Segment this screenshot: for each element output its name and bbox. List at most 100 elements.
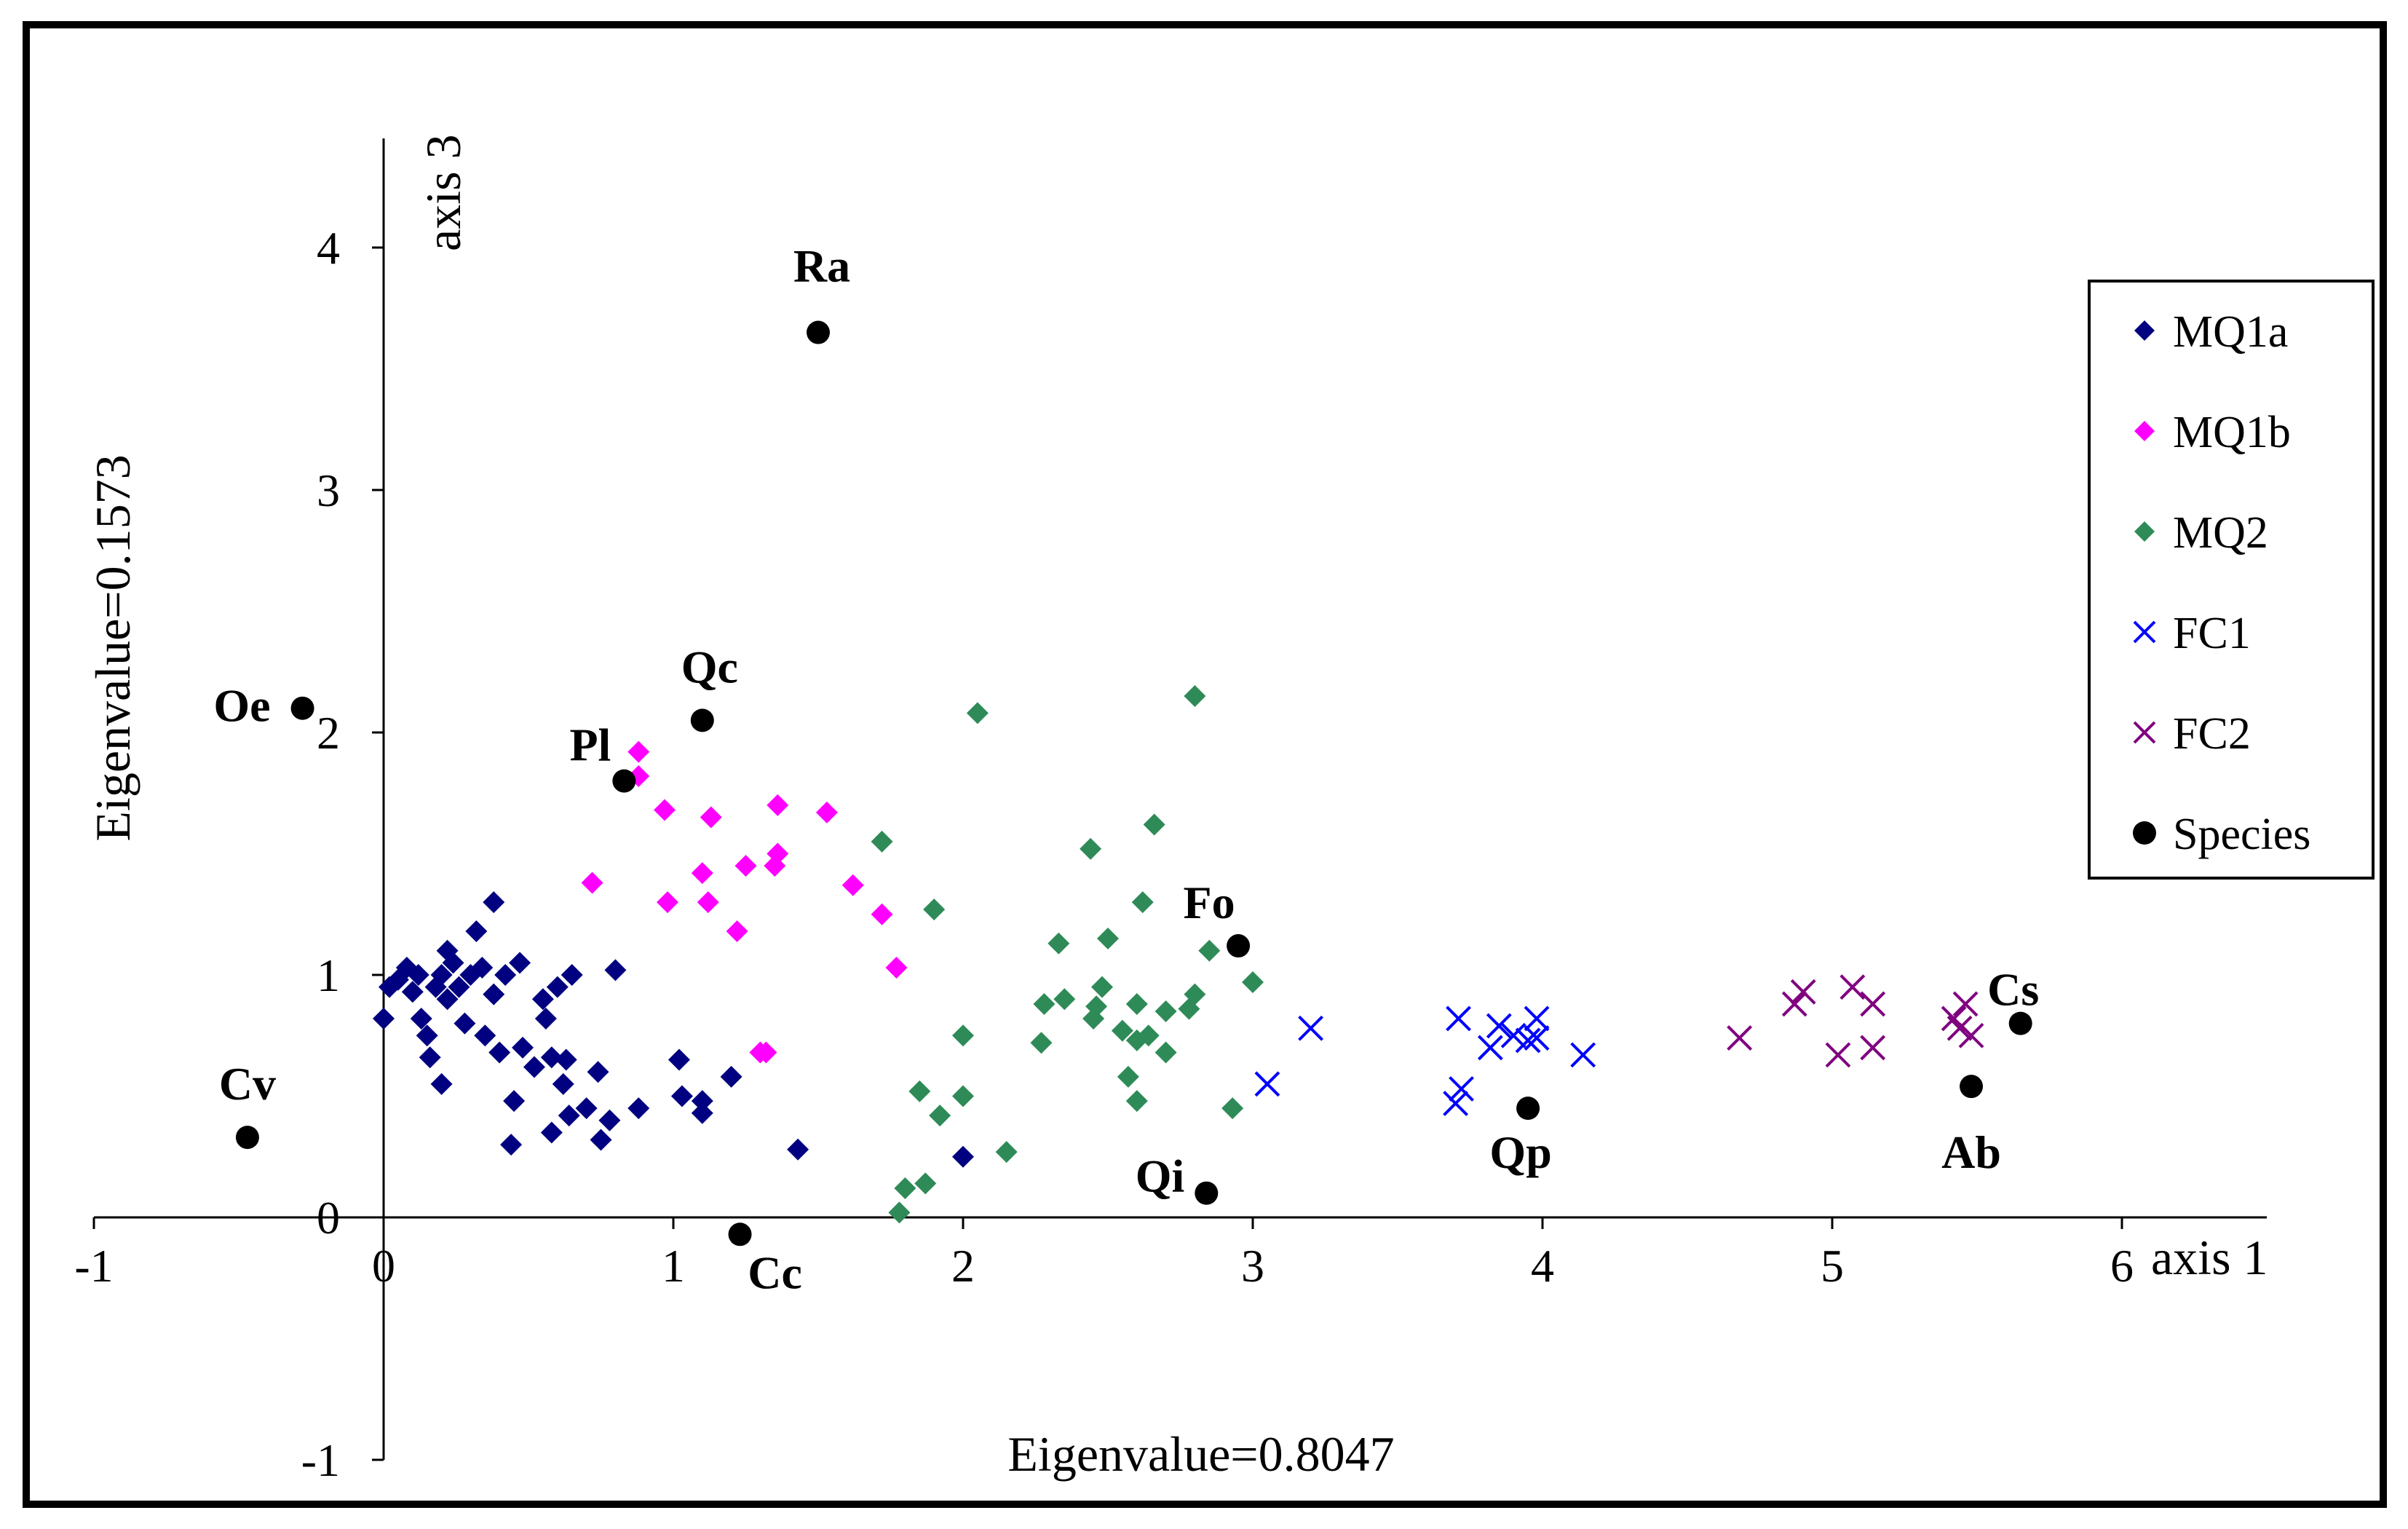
legend-entry-fc2: FC2 bbox=[2133, 709, 2251, 759]
data-point bbox=[657, 891, 679, 914]
data-point bbox=[465, 920, 488, 943]
data-point bbox=[471, 957, 494, 979]
species-point bbox=[235, 1126, 259, 1150]
data-point bbox=[923, 898, 946, 921]
data-point bbox=[1958, 1022, 1984, 1048]
legend-label: MQ1a bbox=[2173, 307, 2288, 357]
legend-entry-mq1a: MQ1a bbox=[2134, 307, 2288, 357]
data-point bbox=[691, 1102, 713, 1124]
species-point bbox=[728, 1222, 752, 1246]
species-label: Cv bbox=[219, 1058, 276, 1110]
data-point bbox=[1143, 813, 1165, 836]
data-point bbox=[914, 1172, 937, 1195]
data-point bbox=[430, 964, 453, 986]
species-point bbox=[1960, 1075, 1984, 1099]
data-point bbox=[871, 903, 893, 925]
axis1-title: axis 1 bbox=[2151, 1230, 2268, 1285]
data-point bbox=[1047, 932, 1070, 955]
x-tick-label: 6 bbox=[2110, 1240, 2134, 1292]
data-point bbox=[483, 983, 505, 1005]
data-point bbox=[1097, 928, 1119, 950]
legend-marker bbox=[2134, 521, 2155, 542]
data-point bbox=[1443, 1091, 1469, 1116]
data-point bbox=[888, 1201, 911, 1224]
y-eigenvalue-label: Eigenvalue=0.1573 bbox=[85, 454, 140, 841]
axis3-title: axis 3 bbox=[416, 134, 471, 251]
legend-marker bbox=[2134, 421, 2155, 441]
data-point bbox=[1137, 1024, 1160, 1047]
data-point bbox=[1080, 837, 1102, 860]
y-tick-label: 4 bbox=[317, 222, 340, 274]
data-point bbox=[401, 981, 424, 1003]
data-point bbox=[590, 1129, 612, 1151]
data-point bbox=[598, 1109, 621, 1131]
legend-marker bbox=[2133, 721, 2156, 744]
species-label: Oe bbox=[213, 680, 270, 732]
legend-label: FC2 bbox=[2173, 709, 2251, 759]
data-point bbox=[1946, 1015, 1973, 1041]
species-point bbox=[290, 696, 314, 720]
data-point bbox=[627, 1097, 650, 1120]
data-point bbox=[561, 964, 583, 986]
data-point bbox=[581, 872, 603, 894]
data-point bbox=[966, 702, 989, 724]
data-point bbox=[691, 1090, 713, 1113]
data-point bbox=[1477, 1035, 1503, 1061]
data-point bbox=[1111, 1019, 1133, 1042]
data-point bbox=[1486, 1013, 1512, 1039]
data-point bbox=[474, 1024, 496, 1047]
data-point bbox=[952, 1085, 974, 1107]
data-point bbox=[407, 964, 429, 986]
data-point bbox=[509, 952, 531, 974]
data-point bbox=[700, 806, 722, 829]
data-point bbox=[1298, 1015, 1324, 1041]
data-point bbox=[1449, 1076, 1474, 1102]
species-label: Qp bbox=[1489, 1126, 1551, 1178]
data-point bbox=[555, 1048, 577, 1071]
data-point bbox=[787, 1138, 809, 1161]
data-point bbox=[1030, 1032, 1053, 1054]
data-point bbox=[670, 1085, 693, 1107]
series-mq1b bbox=[581, 740, 908, 1064]
data-point bbox=[540, 1046, 563, 1069]
data-point bbox=[1727, 1025, 1753, 1051]
legend-entry-species: Species bbox=[2133, 810, 2310, 859]
data-point bbox=[871, 830, 893, 853]
data-point bbox=[552, 1072, 574, 1095]
data-point bbox=[1500, 1022, 1526, 1048]
y-tick-label: 3 bbox=[317, 465, 340, 516]
data-point bbox=[908, 1080, 931, 1102]
data-point bbox=[430, 1072, 453, 1095]
legend-marker bbox=[2134, 320, 2155, 341]
data-point bbox=[1242, 971, 1264, 993]
data-point bbox=[755, 1041, 777, 1064]
axes: -1 0 1 2 3 4 5 6 -1 0 1 2 3 4 bbox=[74, 138, 2267, 1486]
data-point bbox=[952, 1145, 974, 1168]
data-point bbox=[1155, 1000, 1177, 1022]
legend: MQ1a MQ1b MQ2 FC1 FC2 Species bbox=[2088, 280, 2375, 880]
data-point bbox=[1839, 974, 1866, 1000]
data-point bbox=[815, 801, 838, 823]
data-point bbox=[1570, 1042, 1596, 1068]
data-point bbox=[929, 1105, 951, 1127]
y-tick-label: -1 bbox=[301, 1434, 340, 1486]
data-point bbox=[627, 740, 650, 763]
data-point bbox=[1860, 991, 1886, 1017]
series-mq1a bbox=[373, 891, 974, 1168]
data-point bbox=[1198, 939, 1221, 962]
data-point bbox=[726, 920, 748, 943]
legend-label: FC1 bbox=[2173, 609, 2251, 658]
data-point bbox=[1254, 1071, 1280, 1097]
legend-marker bbox=[2133, 821, 2156, 845]
data-point bbox=[1125, 1090, 1148, 1113]
species-label: Pl bbox=[569, 719, 611, 771]
legend-entry-mq2: MQ2 bbox=[2134, 508, 2268, 558]
data-point bbox=[410, 1007, 432, 1030]
x-eigenvalue-label: Eigenvalue=0.8047 bbox=[1007, 1426, 1394, 1482]
y-tick-label: 0 bbox=[317, 1192, 340, 1244]
plot-area: Cv Oe Pl Qc Ra Cc Qi Fo Qp Ab Cs bbox=[213, 240, 2039, 1299]
data-point bbox=[1952, 991, 1979, 1017]
legend-label: Species bbox=[2173, 810, 2310, 859]
data-point bbox=[697, 891, 719, 914]
